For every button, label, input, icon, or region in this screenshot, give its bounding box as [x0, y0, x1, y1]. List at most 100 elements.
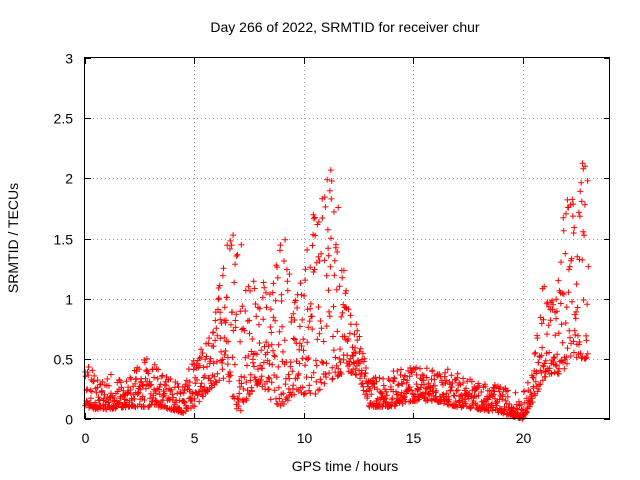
data-point — [275, 384, 282, 391]
data-point — [258, 373, 265, 380]
data-point — [502, 397, 509, 404]
data-point — [92, 399, 99, 406]
data-point — [444, 366, 451, 373]
data-point — [221, 304, 228, 311]
data-point — [576, 341, 582, 348]
data-point — [93, 389, 100, 396]
data-point — [574, 304, 581, 311]
data-point — [219, 366, 226, 373]
data-point — [294, 375, 301, 382]
data-point — [336, 283, 343, 290]
data-point — [228, 242, 235, 249]
data-point — [216, 282, 223, 289]
data-point — [499, 393, 506, 400]
data-point — [205, 340, 212, 347]
data-point — [550, 301, 557, 308]
data-point — [521, 388, 528, 395]
data-point — [230, 232, 237, 239]
data-point — [156, 384, 163, 390]
data-point — [426, 391, 433, 398]
data-point — [136, 366, 143, 373]
data-point — [339, 309, 346, 316]
data-point — [235, 403, 242, 410]
data-point — [243, 395, 250, 402]
data-point — [154, 375, 161, 382]
data-point — [425, 380, 432, 387]
data-point — [557, 300, 564, 307]
data-point — [326, 187, 333, 194]
chart-title: Day 266 of 2022, SRMTID for receiver chu… — [210, 19, 480, 35]
data-point — [281, 337, 288, 344]
data-point — [573, 281, 580, 288]
data-point — [223, 317, 229, 324]
data-point — [544, 331, 550, 338]
data-point — [282, 236, 289, 243]
data-point — [524, 379, 531, 386]
data-point — [151, 361, 158, 368]
data-point — [379, 403, 386, 410]
data-point — [233, 253, 240, 259]
data-point — [326, 370, 333, 376]
data-point — [99, 387, 105, 394]
data-point — [579, 256, 586, 263]
data-point — [272, 317, 279, 324]
x-tick-label: 0 — [82, 430, 90, 446]
data-point — [233, 311, 240, 318]
data-point — [368, 391, 375, 398]
data-point — [137, 386, 144, 393]
data-point — [139, 382, 146, 389]
data-point — [234, 251, 241, 258]
data-point — [562, 320, 569, 326]
data-point — [174, 380, 181, 387]
data-point — [560, 214, 567, 221]
data-point — [286, 271, 293, 278]
y-tick-label: 2 — [65, 171, 73, 187]
data-point — [252, 376, 259, 383]
data-point — [406, 384, 413, 390]
data-point — [338, 313, 345, 320]
data-point — [413, 371, 420, 378]
data-point — [105, 399, 112, 406]
data-point — [383, 388, 390, 395]
data-point — [383, 392, 390, 399]
data-point — [271, 353, 278, 360]
data-point — [307, 264, 314, 271]
data-point — [367, 385, 374, 392]
data-point — [280, 401, 287, 407]
data-point — [490, 391, 497, 398]
data-point — [553, 315, 560, 322]
data-point — [307, 390, 314, 397]
data-point — [334, 249, 341, 255]
data-point — [297, 280, 304, 287]
data-point — [406, 398, 413, 405]
data-point — [538, 320, 545, 327]
data-point — [280, 390, 287, 397]
data-point — [347, 312, 354, 319]
data-point — [189, 390, 196, 397]
data-point — [286, 375, 293, 382]
data-point — [227, 372, 234, 379]
data-point — [253, 351, 260, 358]
data-point — [275, 363, 282, 370]
data-point — [374, 395, 381, 402]
data-point — [451, 392, 458, 399]
data-point — [193, 360, 200, 367]
data-point — [168, 386, 175, 393]
y-tick-label: 1.5 — [54, 232, 74, 248]
data-point — [87, 387, 94, 394]
data-point — [245, 353, 252, 359]
data-point — [406, 373, 413, 380]
data-point — [341, 333, 348, 340]
data-point — [571, 349, 577, 356]
data-point — [562, 356, 569, 363]
data-point — [311, 214, 318, 221]
data-point — [304, 246, 311, 253]
data-point — [290, 382, 297, 389]
data-point — [315, 304, 322, 310]
data-point — [106, 382, 112, 389]
data-point — [169, 391, 176, 398]
data-point — [238, 326, 245, 333]
data-point — [321, 194, 328, 201]
data-point — [249, 336, 256, 342]
data-point — [538, 369, 545, 376]
